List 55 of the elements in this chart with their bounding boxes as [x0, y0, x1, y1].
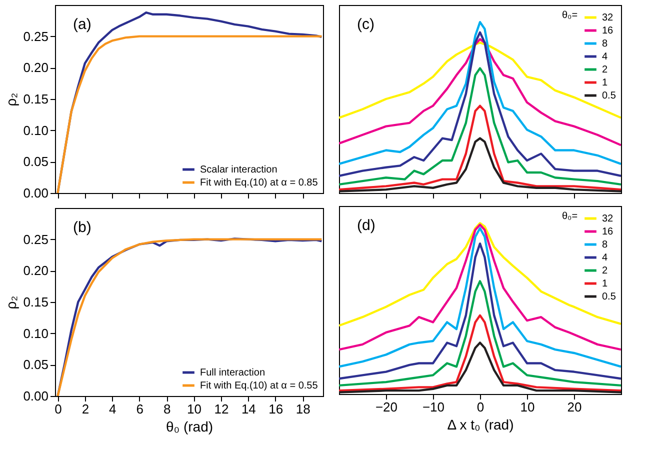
y-tick-label: 0.05: [23, 154, 48, 170]
x-tick-label: 4: [109, 402, 116, 416]
legend-label: 0.5: [602, 292, 616, 302]
y-axis-title: ρ₂: [3, 92, 20, 106]
legend-label: 16: [602, 226, 614, 238]
y-tick-label: 0.10: [23, 122, 48, 138]
x-tick-label: 16: [268, 402, 284, 416]
x-axis-title: θ₀ (rad): [166, 418, 214, 434]
legend-label: Fit with Eq.(10) at α = 0.55: [200, 380, 318, 392]
legend-label: 4: [602, 52, 608, 62]
y-tick-label: 0.15: [23, 92, 48, 106]
x-tick-label: −20: [375, 400, 398, 414]
x-tick-label: 20: [567, 400, 582, 414]
legend-label: 32: [602, 214, 614, 224]
x-tick-label: 0: [54, 402, 62, 416]
annotation: (b): [73, 219, 92, 236]
legend-label: 2: [602, 266, 608, 276]
legend-label: Full interaction: [200, 368, 266, 378]
y-tick-label: 0.25: [23, 232, 48, 247]
legend-title: θ₀=: [562, 10, 578, 21]
annotation: (d): [357, 217, 376, 234]
x-tick-label: −10: [422, 400, 445, 414]
y-axis-title: ρ₂: [3, 296, 20, 310]
legend-label: Scalar interaction: [200, 164, 278, 176]
x-tick-label: 6: [136, 402, 144, 416]
x-tick-label: 2: [82, 402, 90, 416]
x-tick-label: 12: [214, 402, 229, 416]
legend-label: 16: [602, 26, 614, 36]
y-tick-label: 0.20: [23, 60, 48, 76]
y-tick-label: 0.10: [23, 326, 48, 341]
legend-label: 8: [602, 240, 608, 250]
legend-label: 2: [602, 64, 608, 76]
legend-label: 8: [602, 38, 608, 50]
y-tick-label: 0.25: [23, 28, 48, 44]
x-axis-title: Δ x t₀ (rad): [447, 416, 514, 432]
legend-label: 0.5: [602, 90, 616, 102]
legend-label: 4: [602, 252, 608, 264]
y-tick-label: 0.00: [23, 388, 48, 404]
x-tick-label: 10: [520, 400, 535, 414]
legend-label: Fit with Eq.(10) at α = 0.85: [200, 178, 318, 188]
x-tick-label: 18: [296, 402, 310, 416]
x-tick-label: 0: [476, 400, 484, 414]
annotation: (c): [357, 16, 374, 33]
y-tick-label: 0.20: [23, 263, 48, 278]
x-tick-label: 8: [163, 402, 171, 416]
legend-title: θ₀=: [562, 211, 578, 222]
legend-label: 1: [602, 78, 608, 88]
x-tick-label: 10: [187, 402, 202, 416]
x-tick-label: 14: [241, 402, 256, 416]
legend-label: 32: [602, 12, 614, 24]
y-tick-label: 0.05: [23, 357, 48, 372]
legend-label: 1: [602, 278, 608, 290]
y-tick-label: 0.15: [23, 294, 48, 310]
y-tick-label: 0.00: [23, 186, 48, 200]
annotation: (a): [73, 16, 92, 33]
